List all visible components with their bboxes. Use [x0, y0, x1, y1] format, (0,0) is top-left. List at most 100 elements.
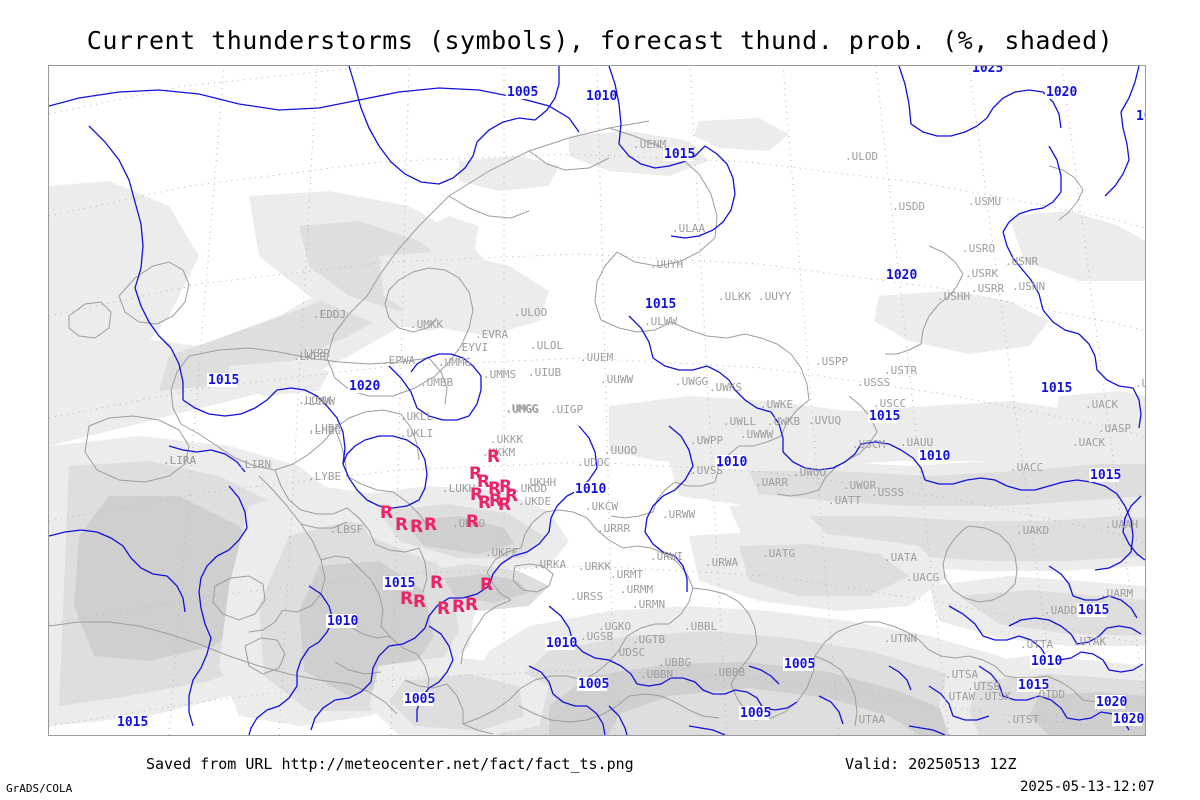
svg-text:1010: 1010: [1031, 654, 1062, 669]
isobar-label: 1005: [506, 85, 538, 100]
station-label: .UMKK: [410, 318, 443, 331]
isobar-label: 1010: [918, 449, 950, 464]
station-label: .UGKO: [598, 620, 631, 633]
source-url-label: Saved from URL http://meteocenter.net/fa…: [146, 755, 634, 773]
station-label: .UARM: [1100, 587, 1133, 600]
station-label: .UWPP: [690, 434, 723, 447]
thunderstorm-symbol: R: [478, 493, 491, 513]
station-label: .UWKB: [767, 415, 800, 428]
thunderstorm-symbol: R: [488, 479, 501, 499]
station-label: .LHBP: [308, 422, 341, 435]
svg-text:1005: 1005: [578, 677, 609, 692]
station-label: .ULOO: [514, 306, 547, 319]
station-label: .UWOO: [793, 466, 826, 479]
station-label: .UKDE: [518, 495, 551, 508]
station-label: .USDD: [892, 200, 925, 213]
thunderstorm-symbol: R: [477, 472, 490, 492]
station-label: .UMGG: [505, 402, 538, 415]
svg-text:1005: 1005: [507, 85, 538, 100]
station-label: .LKPR: [293, 350, 326, 363]
isobar-label: 1005: [739, 706, 771, 721]
map-graphic: 1005 1010 1015 1025 1020 1015 1015 1020 1020 1015…: [49, 66, 1145, 735]
svg-text:1015: 1015: [1018, 678, 1049, 693]
thunderstorm-symbol: R: [480, 575, 493, 595]
svg-text:1010: 1010: [546, 636, 577, 651]
station-label: .URWI: [650, 550, 683, 563]
station-label: .UARR: [755, 476, 788, 489]
station-label: .UTAA: [852, 713, 885, 726]
station-label: .UTAK: [1073, 635, 1106, 648]
station-label: .ULKK: [718, 290, 751, 303]
isobar-label: 1010: [585, 89, 617, 104]
station-label: .UVUQ: [808, 414, 841, 427]
isobar-label: 1015: [207, 373, 239, 388]
station-label: .UGSB: [580, 630, 613, 643]
isobar-label: 1010: [1030, 654, 1062, 669]
isobar-label: 1015: [663, 147, 695, 162]
thunderstorm-symbol: R: [465, 595, 478, 615]
station-label: .UACK: [1072, 436, 1105, 449]
isobar-label: 1020: [885, 268, 917, 283]
station-label: .UKKM: [482, 446, 515, 459]
isobar-label: 1005: [783, 657, 815, 672]
thunderstorm-symbol: R: [395, 515, 408, 535]
svg-text:1005: 1005: [404, 692, 435, 707]
station-label: .URWW: [662, 508, 695, 521]
station-label: .LIRA: [163, 454, 196, 467]
station-labels: .UENM .ULOD .ULAA .USDD .USMU .UUYH .USRO .USNR…: [163, 138, 1145, 726]
station-label: .UAUU: [900, 436, 933, 449]
station-label: .UWWW: [740, 428, 773, 441]
station-label: .USCC: [873, 397, 906, 410]
svg-text:1010: 1010: [586, 89, 617, 104]
station-label: .UWKE: [760, 398, 793, 411]
thunderstorm-symbol: R: [452, 597, 465, 617]
station-label: .UAAH: [1105, 518, 1138, 531]
station-label: .UAKD: [1016, 524, 1049, 537]
station-label: .UIUB: [528, 366, 561, 379]
thunderstorm-symbol: R: [400, 589, 413, 609]
thunderstorm-symbol: R: [410, 517, 423, 537]
station-label: .UUEM: [580, 351, 613, 364]
station-label: .USTR: [884, 364, 917, 377]
station-label: .UTNN: [884, 632, 917, 645]
station-label: .UKLI: [400, 427, 433, 440]
station-label: .UACG: [906, 571, 939, 584]
station-label: .UWGG: [675, 375, 708, 388]
isobar-label: 1015: [644, 297, 676, 312]
station-label: .USNN: [1012, 280, 1045, 293]
station-label: .UBBG: [658, 656, 691, 669]
station-label: .USRK: [965, 267, 998, 280]
isobar-label: 1020: [1095, 695, 1127, 710]
station-label: .ULWW: [644, 315, 677, 328]
isobar-label: 1015: [1135, 109, 1145, 124]
station-label: .EDDJ: [313, 308, 346, 321]
isobar-label: 1005: [403, 692, 435, 707]
thunderstorm-symbol: R: [470, 485, 483, 505]
station-label: .UKCW: [585, 500, 618, 513]
station-label: .USPP: [815, 355, 848, 368]
svg-text:1015: 1015: [869, 409, 900, 424]
station-label: .UDSC: [612, 646, 645, 659]
station-label: .UTSB: [967, 680, 1000, 693]
svg-text:1015: 1015: [645, 297, 676, 312]
isobar-label: 1015: [1089, 468, 1121, 483]
station-label: .UKOO: [452, 517, 485, 530]
station-label: .UWOR: [843, 479, 876, 492]
isobar-label: 1015: [1040, 381, 1072, 396]
station-label: .USHH: [937, 290, 970, 303]
thunderstorm-symbol: R: [466, 512, 479, 532]
svg-text:1015: 1015: [1078, 603, 1109, 618]
station-label: .UASP: [1098, 422, 1131, 435]
thunderstorm-symbol: R: [499, 477, 512, 497]
station-label: .LIRA: [163, 454, 196, 467]
station-label: .LCWW: [302, 395, 335, 408]
station-label: .OTDD: [1032, 688, 1065, 701]
producer-label: GrADS/COLA: [6, 782, 73, 795]
svg-text:1020: 1020: [1096, 695, 1127, 710]
svg-text:1015: 1015: [1041, 381, 1072, 396]
svg-text:1020: 1020: [349, 379, 380, 394]
isobar-label: 1020: [348, 379, 380, 394]
station-label: .URMT: [610, 568, 643, 581]
station-label: .LBSF: [330, 523, 363, 536]
